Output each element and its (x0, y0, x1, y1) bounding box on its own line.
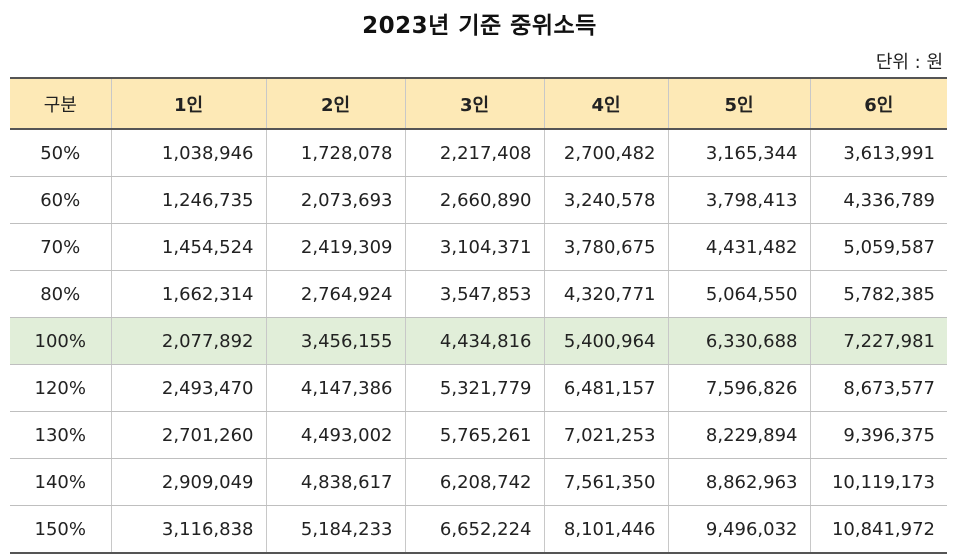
column-header-3person: 3인 (404, 77, 544, 130)
column-header-4person: 4인 (543, 77, 668, 130)
table-cell: 5,400,964 (543, 317, 668, 365)
table-row: 70% 1,454,524 2,419,309 3,104,371 3,780,675 4… (10, 223, 947, 271)
table-cell: 9,496,032 (667, 505, 810, 554)
table-cell: 4,493,002 (265, 411, 405, 459)
table-cell: 2,077,892 (110, 317, 266, 365)
table-header-row: 구분 1인 2인 3인 4인 5인 6인 (10, 77, 947, 130)
table-row: 140% 2,909,049 4,838,617 6,208,742 7,561,350… (10, 458, 947, 506)
column-header-2person: 2인 (265, 77, 405, 130)
row-label-cell: 130% (10, 411, 111, 459)
table-cell: 3,798,413 (667, 176, 810, 224)
table-row: 100% 2,077,892 3,456,155 4,434,816 5,400,964… (10, 317, 947, 365)
table-cell: 10,841,972 (809, 505, 947, 554)
table-cell: 5,064,550 (667, 270, 810, 318)
table-cell: 5,782,385 (809, 270, 947, 318)
table-cell: 5,059,587 (809, 223, 947, 271)
table-cell: 4,336,789 (809, 176, 947, 224)
table-cell: 10,119,173 (809, 458, 947, 506)
table-cell: 2,419,309 (265, 223, 405, 271)
table-cell: 2,764,924 (265, 270, 405, 318)
row-label-cell: 120% (10, 364, 111, 412)
table-cell: 6,481,157 (543, 364, 668, 412)
table-cell: 2,493,470 (110, 364, 266, 412)
table-cell: 7,561,350 (543, 458, 668, 506)
table-cell: 5,184,233 (265, 505, 405, 554)
table-cell: 5,765,261 (404, 411, 544, 459)
table-cell: 2,701,260 (110, 411, 266, 459)
column-header-1person: 1인 (110, 77, 266, 130)
table-cell: 4,320,771 (543, 270, 668, 318)
table-cell: 3,780,675 (543, 223, 668, 271)
table-cell: 8,862,963 (667, 458, 810, 506)
table-cell: 8,673,577 (809, 364, 947, 412)
table-cell: 7,021,253 (543, 411, 668, 459)
table-cell: 3,165,344 (667, 129, 810, 177)
table-cell: 7,596,826 (667, 364, 810, 412)
table-cell: 7,227,981 (809, 317, 947, 365)
table-cell: 6,208,742 (404, 458, 544, 506)
table-cell: 4,838,617 (265, 458, 405, 506)
table-cell: 5,321,779 (404, 364, 544, 412)
table-cell: 3,547,853 (404, 270, 544, 318)
row-label-cell: 140% (10, 458, 111, 506)
table-row: 150% 3,116,838 5,184,233 6,652,224 8,101,446… (10, 505, 947, 554)
table-cell: 3,240,578 (543, 176, 668, 224)
table-cell: 2,909,049 (110, 458, 266, 506)
table-row: 130% 2,701,260 4,493,002 5,765,261 7,021,253… (10, 411, 947, 459)
column-header-6person: 6인 (809, 77, 947, 130)
row-label-cell: 50% (10, 129, 111, 177)
page-title: 2023년 기준 중위소득 (362, 13, 597, 39)
median-income-table: 구분 1인 2인 3인 4인 5인 6인 50% 1,038,946 1,728,0… (10, 77, 947, 554)
table-row: 50% 1,038,946 1,728,078 2,217,408 2,700,482 3… (10, 129, 947, 177)
table-cell: 3,104,371 (404, 223, 544, 271)
table-cell: 4,434,816 (404, 317, 544, 365)
row-label-cell: 150% (10, 505, 111, 554)
table-cell: 9,396,375 (809, 411, 947, 459)
table-cell: 6,652,224 (404, 505, 544, 554)
table-cell: 2,073,693 (265, 176, 405, 224)
table-cell: 3,613,991 (809, 129, 947, 177)
table-cell: 1,728,078 (265, 129, 405, 177)
table-cell: 1,246,735 (110, 176, 266, 224)
unit-label: 단위 : 원 (875, 52, 943, 73)
row-label-cell: 80% (10, 270, 111, 318)
table-cell: 3,456,155 (265, 317, 405, 365)
table-cell: 4,431,482 (667, 223, 810, 271)
table-row: 80% 1,662,314 2,764,924 3,547,853 4,320,771 5… (10, 270, 947, 318)
table-cell: 1,454,524 (110, 223, 266, 271)
row-label-cell: 100% (10, 317, 111, 365)
table-cell: 1,038,946 (110, 129, 266, 177)
table-cell: 2,700,482 (543, 129, 668, 177)
column-header-5person: 5인 (667, 77, 810, 130)
row-label-cell: 70% (10, 223, 111, 271)
column-header-category: 구분 (10, 77, 111, 130)
table-cell: 8,101,446 (543, 505, 668, 554)
table-cell: 2,217,408 (404, 129, 544, 177)
table-row: 120% 2,493,470 4,147,386 5,321,779 6,481,157… (10, 364, 947, 412)
table-cell: 4,147,386 (265, 364, 405, 412)
table-row: 60% 1,246,735 2,073,693 2,660,890 3,240,578 3… (10, 176, 947, 224)
table-cell: 6,330,688 (667, 317, 810, 365)
row-label-cell: 60% (10, 176, 111, 224)
table-cell: 1,662,314 (110, 270, 266, 318)
table-cell: 3,116,838 (110, 505, 266, 554)
table-cell: 2,660,890 (404, 176, 544, 224)
table-cell: 8,229,894 (667, 411, 810, 459)
